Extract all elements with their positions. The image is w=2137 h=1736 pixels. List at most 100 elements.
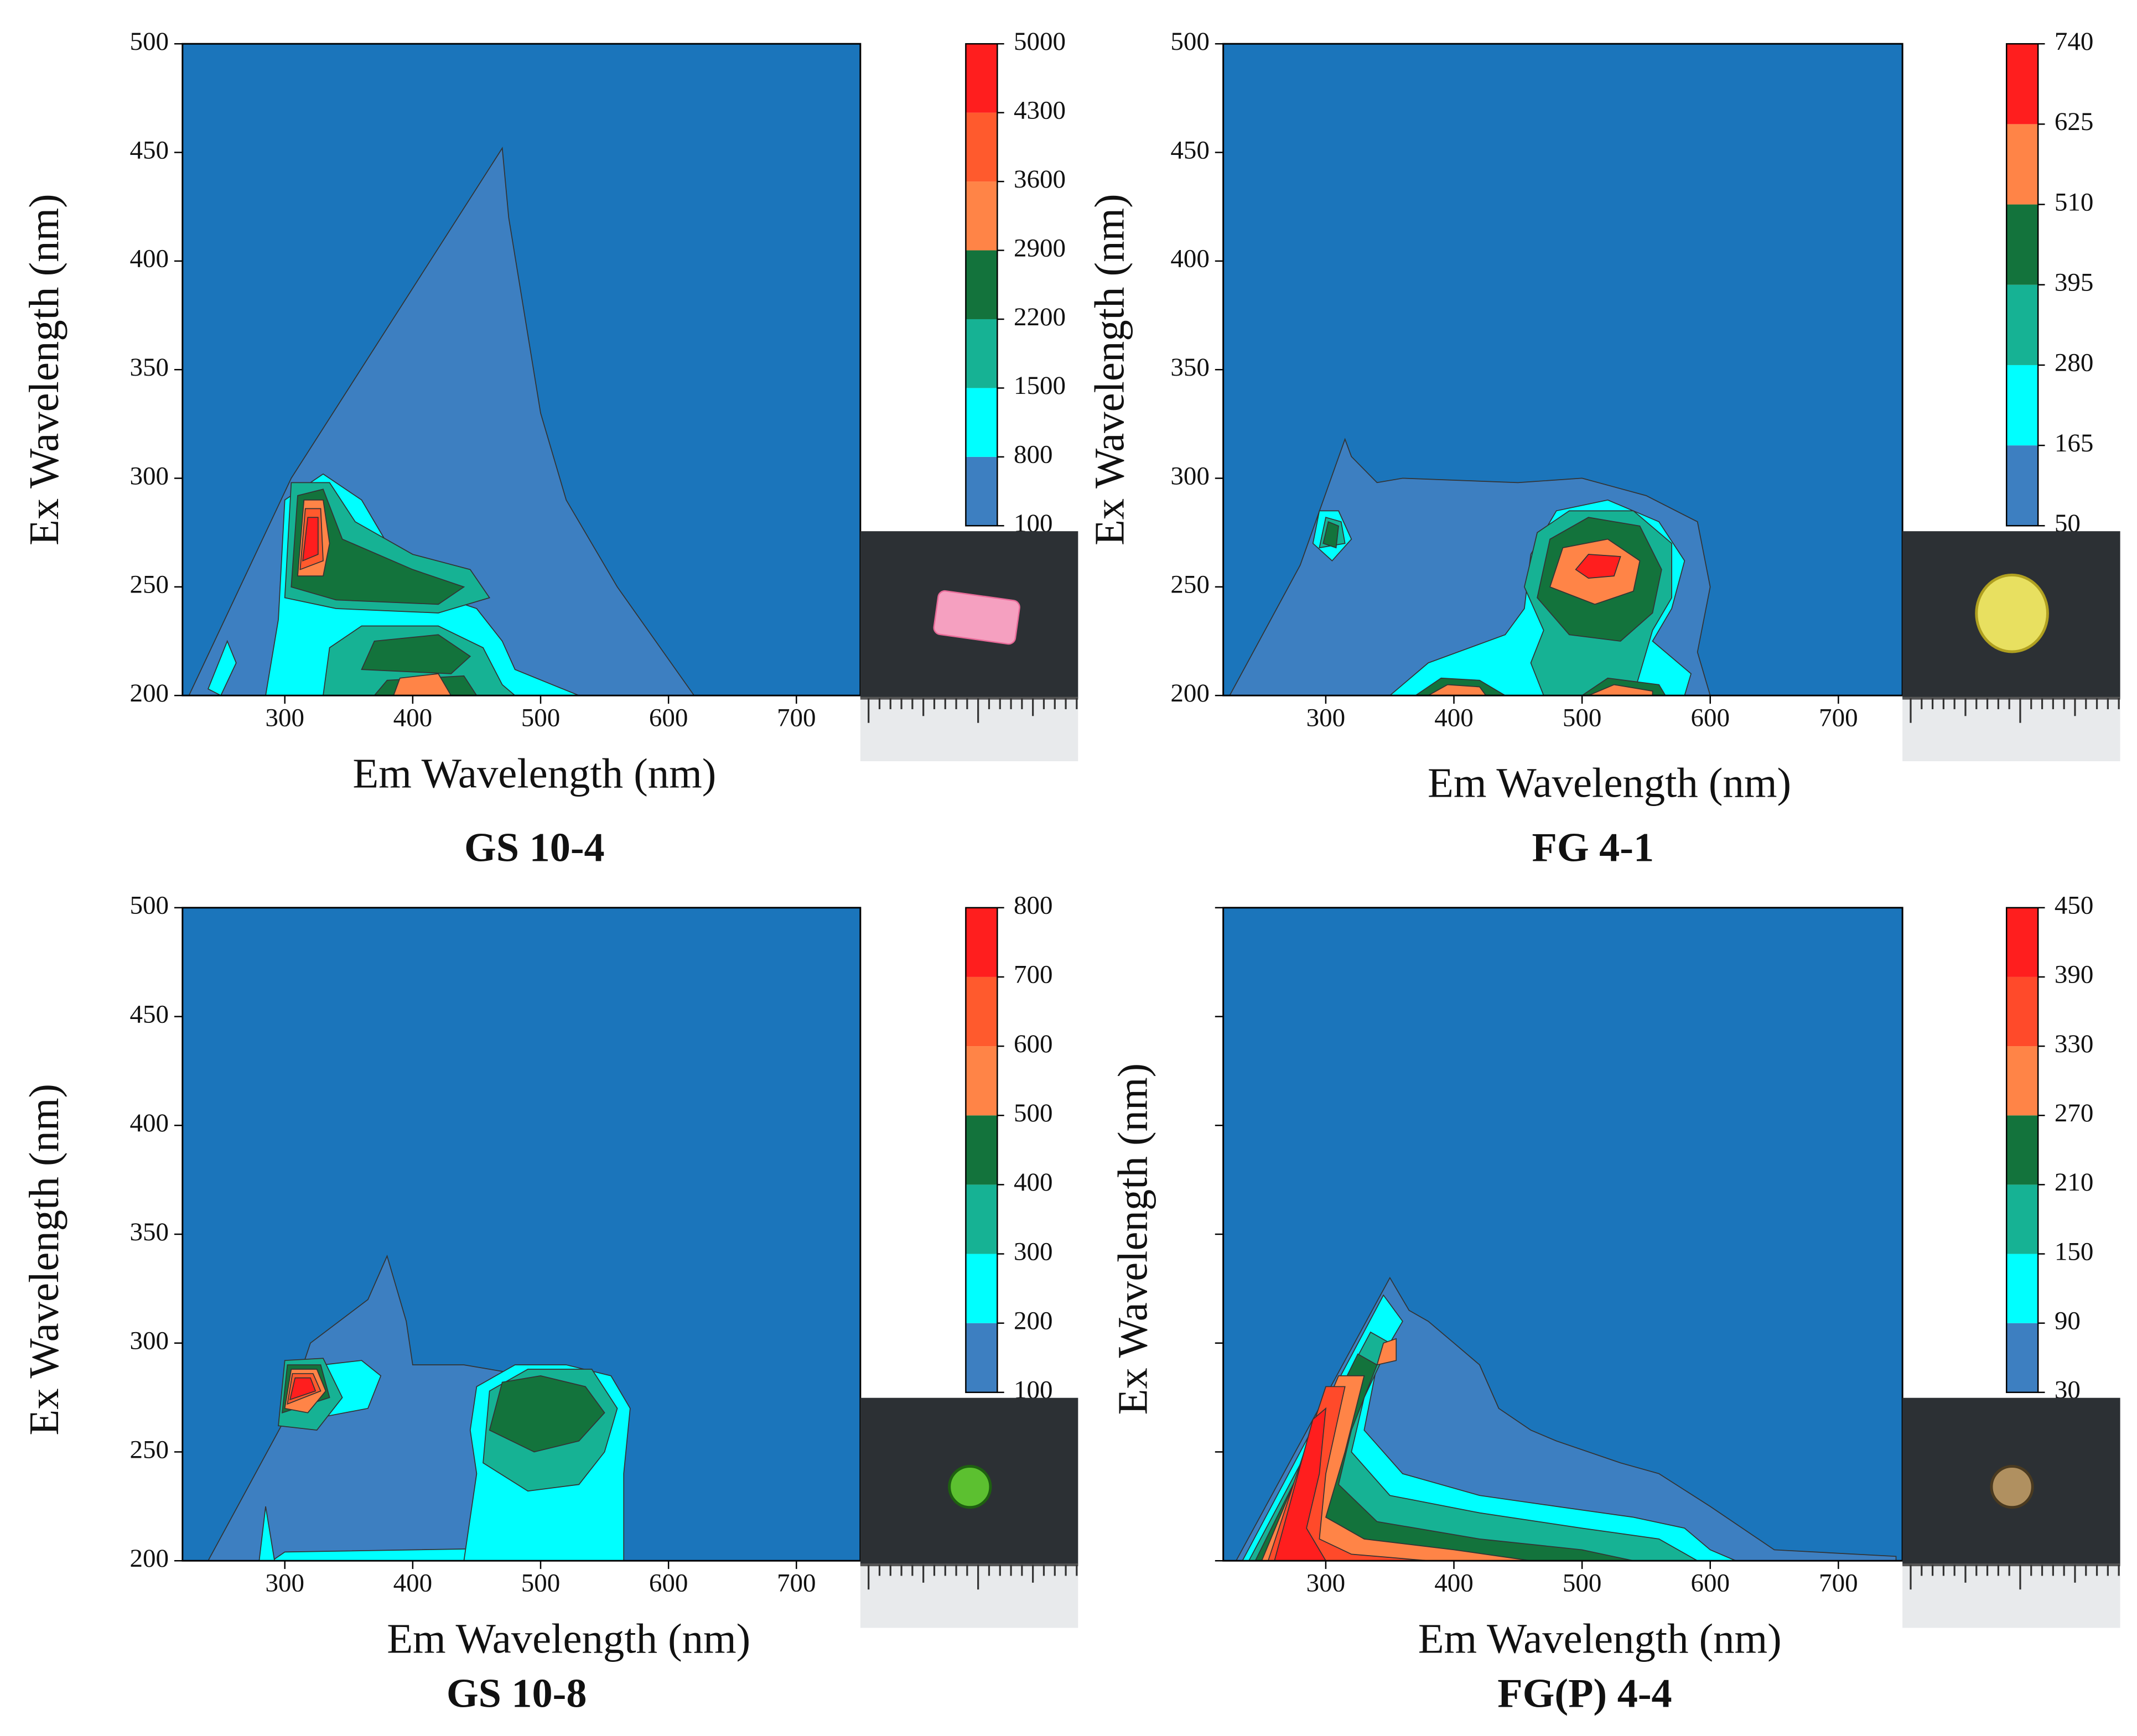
colorbar-band [966, 907, 998, 977]
colorbar-band [2006, 1115, 2039, 1185]
colorbar-band [966, 456, 998, 526]
panel: 300 400 500 600 700 200 250 300 350 400 450 500 Em W… [20, 891, 1078, 1717]
x-tick-label: 300 [265, 704, 304, 732]
y-tick-label: 250 [130, 1435, 169, 1464]
y-axis-label: Ex Wavelength (nm) [1109, 1063, 1156, 1415]
colorbar-band [2006, 1184, 2039, 1254]
contour-region [1376, 1338, 1397, 1366]
colorbar-band [966, 1115, 998, 1185]
x-axis-label: Em Wavelength (nm) [1418, 1615, 1782, 1662]
y-tick-label: 500 [130, 27, 169, 56]
y-tick-label: 200 [130, 1544, 169, 1573]
colorbar-label: 5000 [1014, 27, 1066, 56]
colorbar-band [966, 112, 998, 182]
x-tick-label: 300 [265, 1569, 304, 1598]
colorbar-label: 210 [2055, 1168, 2094, 1197]
photo-ruler [860, 698, 1078, 761]
colorbar-label: 150 [2055, 1237, 2094, 1266]
gem [1990, 1464, 2034, 1509]
contour-region [208, 640, 237, 696]
x-tick-label: 400 [393, 1569, 433, 1598]
colorbar-band [966, 1323, 998, 1392]
y-tick-label: 400 [1170, 245, 1210, 273]
y-tick-label: 350 [130, 353, 169, 382]
y-tick-label: 250 [1170, 570, 1210, 599]
colorbar-label: 2900 [1014, 233, 1066, 262]
panel-title: FG 4-1 [1532, 825, 1654, 870]
x-axis-label: Em Wavelength (nm) [1428, 760, 1791, 807]
y-tick-label: 300 [130, 1327, 169, 1355]
colorbar-frame [2005, 907, 2039, 1394]
y-axis-label: Ex Wavelength (nm) [20, 194, 68, 545]
colorbar-label: 400 [1014, 1168, 1053, 1197]
contour-region [361, 634, 471, 674]
contour-region [1588, 684, 1653, 696]
colorbar-label: 280 [2055, 349, 2094, 377]
x-axis-label: Em Wavelength (nm) [352, 750, 716, 797]
x-tick-label: 500 [521, 704, 561, 732]
colorbar-label: 625 [2055, 107, 2094, 136]
y-tick-label: 350 [130, 1218, 169, 1246]
x-tick-label: 400 [1434, 704, 1474, 732]
contour-region [291, 488, 465, 605]
contour-region [302, 517, 319, 562]
colorbar-band [2006, 44, 2039, 124]
y-tick-label: 200 [1170, 679, 1210, 708]
colorbar-label: 800 [1014, 891, 1053, 920]
colorbar-band [966, 44, 998, 113]
sample-photo [1902, 1397, 2120, 1628]
y-axis-label: Ex Wavelength (nm) [1086, 194, 1133, 545]
colorbar-band [966, 1184, 998, 1254]
contour-region [1274, 1407, 1327, 1561]
sample-photo [860, 1397, 1078, 1628]
contours [208, 1254, 631, 1561]
colorbar-band [2006, 365, 2039, 446]
y-tick-label: 250 [130, 570, 169, 599]
colorbar-label: 1500 [1014, 371, 1066, 400]
gem [1975, 573, 2049, 653]
y-tick-label: 300 [130, 461, 169, 490]
x-tick-label: 300 [1306, 704, 1346, 732]
x-tick-label: 700 [777, 1569, 816, 1598]
x-tick-label: 500 [521, 1569, 561, 1598]
contour-region [1575, 554, 1621, 579]
contour-region [1427, 684, 1487, 696]
x-tick-label: 700 [777, 704, 816, 732]
colorbar-label: 200 [1014, 1306, 1053, 1335]
colorbar-band [966, 1046, 998, 1116]
contours [1229, 438, 1711, 696]
colorbar-label: 600 [1014, 1030, 1053, 1058]
y-tick-label: 400 [130, 1109, 169, 1137]
y-tick-label: 200 [130, 679, 169, 708]
colorbar-band [966, 976, 998, 1047]
colorbar-band [2006, 204, 2039, 285]
colorbar-band [2006, 1254, 2039, 1323]
colorbar-band [2006, 284, 2039, 365]
colorbar-label: 330 [2055, 1030, 2094, 1058]
photo-ruler [1902, 698, 2120, 761]
colorbar-band [966, 319, 998, 388]
colorbar-label: 4300 [1014, 96, 1066, 124]
x-tick-label: 300 [1306, 1569, 1346, 1598]
colorbar-band [2006, 1046, 2039, 1116]
panel: 300 400 500 600 700 200 250 300 350 400 450 500 Em W… [20, 27, 1078, 870]
colorbar-label: 3600 [1014, 165, 1066, 194]
colorbar-label: 450 [2055, 891, 2094, 920]
colorbar-band [2006, 907, 2039, 977]
photo-ruler [1902, 1565, 2120, 1628]
contours [188, 147, 695, 696]
photo-ruler [860, 1565, 1078, 1628]
gem [933, 590, 1020, 645]
sample-photo [1902, 531, 2120, 761]
y-tick-label: 450 [130, 1000, 169, 1028]
y-tick-label: 350 [1170, 353, 1210, 382]
colorbar-label: 510 [2055, 188, 2094, 216]
colorbar-band [2006, 1323, 2039, 1392]
colorbar-label: 390 [2055, 960, 2094, 989]
x-tick-label: 600 [649, 1569, 688, 1598]
colorbar-frame [965, 907, 998, 1394]
panel: 300 400 500 600 700 Em Wavelength (nm) Ex Wave… [1109, 891, 2120, 1717]
panel-title: GS 10-4 [464, 825, 605, 870]
x-tick-label: 500 [1563, 704, 1602, 732]
